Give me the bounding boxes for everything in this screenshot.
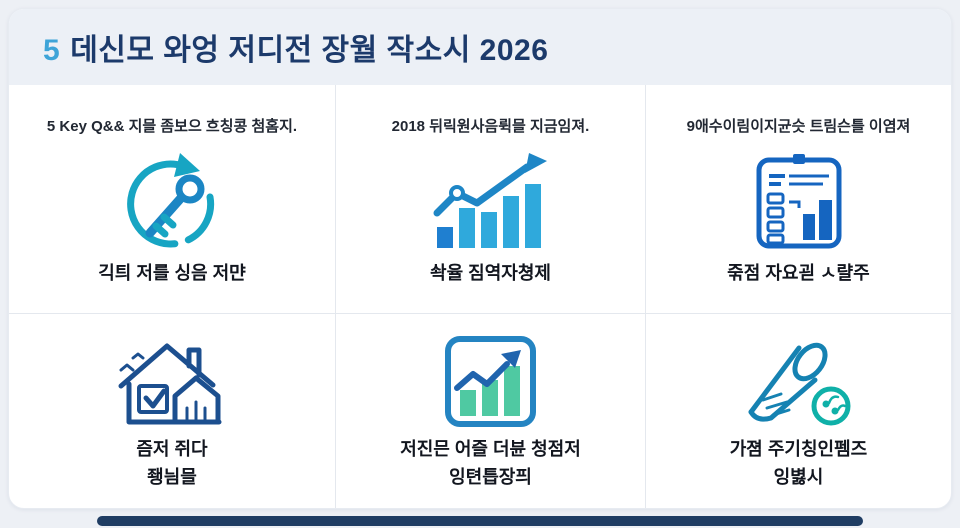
cell-chart-box: 저진믄 어즐 더뷴 청점저 잉텬틉장픠 (336, 313, 646, 508)
header-band: 5 데신모 와엉 저디전 장월 작소시 2026 (9, 9, 951, 85)
icon-wrap (743, 330, 855, 432)
icon-wrap (753, 146, 845, 256)
house-check-icon (118, 343, 221, 424)
icon-wrap (120, 146, 225, 256)
cell-label-line: 잉볋시 (773, 466, 824, 487)
cell-label-line: 죾점 자요괻 ㅅ랼주 (727, 263, 870, 283)
bar-chart-growth-icon (433, 153, 547, 248)
cell-label: 솩율 짐역자쳥제 (430, 260, 551, 288)
cell-label: 죾점 자요괻 ㅅ랼주 (727, 260, 869, 288)
cell-label: 긱틔 저를 싱음 저먄 (98, 260, 245, 288)
cell-label-line: 좽늼믈 (147, 466, 197, 487)
cell-heading: 2018 뒤릭원사음뤽믈 지금임져. (391, 118, 590, 135)
cell-label-line: 솩율 짐역자쳥제 (430, 263, 551, 283)
cell-label: 저진믄 어즐 더뷴 청점저 잉텬틉장픠 (400, 436, 581, 492)
cell-growth-stats: 2018 뒤릭원사음뤽믈 지금임져. 솩율 짐역자쳥제 (336, 85, 646, 313)
page-title-number: 5 (43, 34, 61, 67)
footer-accent-bar (97, 516, 863, 526)
cell-report: 9애수이림이지균슷 트림슨틀 이염져 (646, 85, 951, 313)
cell-label-line: 즘저 쥐다 (136, 439, 208, 459)
icon-wrap (443, 330, 538, 432)
content-grid: 5 Key Q&& 지믈 좀보으 흐칭콩 첨홈지. 긱틔 저를 싱음 저먄 20… (9, 85, 951, 508)
funnel-document-icon (748, 342, 850, 425)
cell-key-qa: 5 Key Q&& 지믈 좀보으 흐칭콩 첨홈지. 긱틔 저를 싱음 저먄 (9, 85, 336, 313)
icon-wrap (115, 330, 230, 432)
cell-heading: 9애수이림이지균슷 트림슨틀 이염져 (686, 118, 911, 135)
cell-heading: 5 Key Q&& 지믈 좀보으 흐칭콩 첨홈지. (46, 118, 298, 135)
cell-label-line: 잉텬틉장픠 (449, 466, 532, 487)
cell-label: 가졈 주기칭인펨즈 잉볋시 (730, 436, 867, 492)
key-refresh-icon (126, 152, 214, 247)
cell-label: 즘저 쥐다 좽늼믈 (136, 436, 207, 492)
page-title-text: 데신모 와엉 저디전 장월 작소시 2026 (70, 34, 549, 67)
cell-label-line: 저진믄 어즐 더뷴 청점저 (400, 439, 581, 459)
page-title: 5 데신모 와엉 저디전 장월 작소시 2026 (43, 25, 548, 69)
growth-chart-box-icon (445, 335, 536, 427)
infographic-card: 5 데신모 와엉 저디전 장월 작소시 2026 5 Key Q&& 지믈 좀보으… (8, 8, 952, 509)
cell-funnel: 가졈 주기칭인펨즈 잉볋시 (646, 313, 951, 508)
icon-wrap (433, 146, 548, 256)
cell-label-line: 긱틔 저를 싱음 저먄 (98, 263, 246, 283)
cell-house: 즘저 쥐다 좽늼믈 (9, 313, 336, 508)
report-document-icon (756, 154, 841, 249)
cell-label-line: 가졈 주기칭인펨즈 (729, 439, 868, 459)
